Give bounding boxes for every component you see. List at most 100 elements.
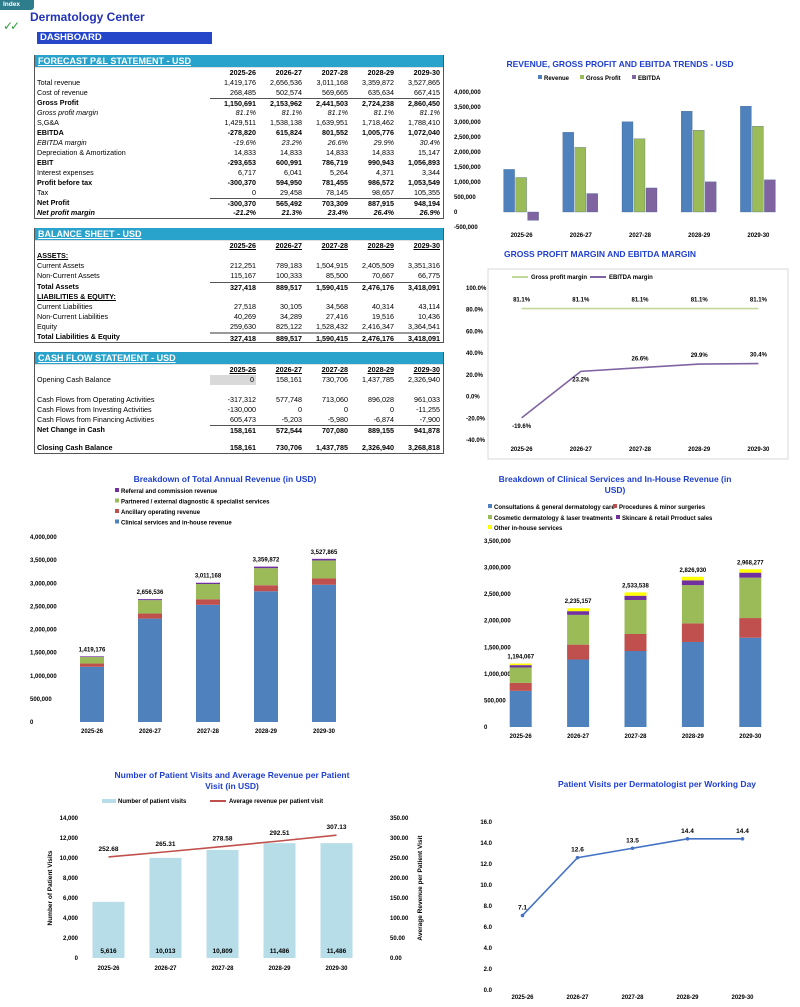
cell-value: 1,429,511 <box>224 118 256 127</box>
plot-border <box>487 268 789 460</box>
total-label: 1,419,176 <box>79 647 106 653</box>
legend-label: Revenue <box>544 76 570 82</box>
y-right-tick-label: 50.00 <box>390 936 406 942</box>
clinical-revenue-breakdown-chart: Breakdown of Clinical Services and In-Ho… <box>484 474 764 740</box>
cell-value: 0 <box>210 375 256 385</box>
row-label: EBITDA <box>37 128 64 137</box>
x-tick-label: 2027-28 <box>211 966 234 972</box>
cell-value: 78,145 <box>326 188 348 197</box>
cell-value: 786,719 <box>322 158 348 167</box>
table-row: Gross Profit 1,150,691 2,153,962 2,441,503 2… <box>35 98 443 108</box>
row-label: Tax <box>37 188 49 197</box>
cell-value <box>348 292 394 302</box>
bar-segment <box>739 572 762 578</box>
data-label: 81.1% <box>750 298 768 304</box>
y-right-tick-label: 300.00 <box>390 836 409 842</box>
y-left-tick-label: 14,000 <box>60 816 79 822</box>
x-tick-label: 2027-28 <box>197 729 220 735</box>
x-tick-label: 2029-30 <box>747 233 770 239</box>
bar-segment <box>312 560 336 579</box>
bar-segment <box>509 663 532 666</box>
total-label: 3,527,865 <box>311 550 338 556</box>
cell-value: 713,060 <box>322 395 348 404</box>
cell-value: 81.1% <box>281 108 302 117</box>
cell-value: -130,000 <box>227 405 256 414</box>
cell-value: -278,820 <box>227 128 256 137</box>
x-tick-label: 2027-28 <box>624 734 647 740</box>
table-row: Non-Current Liabilities 40,269 34,289 27,41… <box>35 312 443 322</box>
table-row: Cash Flows from Financing Activities 605,… <box>35 415 443 425</box>
bar-segment <box>567 644 590 660</box>
year-header-row: 2025-26 2026-27 2027-28 2028-29 2029-30 <box>35 241 443 251</box>
row-label: Closing Cash Balance <box>37 443 113 452</box>
bar-revenue <box>503 169 515 213</box>
cell-value: 40,269 <box>234 312 256 321</box>
y-tick-label: 1,500,000 <box>454 165 481 171</box>
bar-segment <box>681 623 704 642</box>
y-tick-label: 80.0% <box>466 308 484 314</box>
data-point <box>630 846 635 851</box>
bar-segment <box>196 582 220 585</box>
table-row: Total Liabilities & Equity 327,418 889,517… <box>35 332 443 344</box>
y-right-tick-label: 150.00 <box>390 896 409 902</box>
data-label: 12.6 <box>571 847 584 854</box>
table-row: Depreciation & Amortization 14,833 14,833 1… <box>35 148 443 158</box>
cell-value: 1,528,432 <box>316 322 348 331</box>
cell-value: 986,572 <box>368 178 394 187</box>
cell-value: 3,351,316 <box>408 261 440 270</box>
x-tick-label: 2025-26 <box>511 995 534 1001</box>
bar-segment <box>739 618 762 638</box>
y-tick-label: 14.0 <box>480 841 492 847</box>
cell-value: 115,167 <box>230 271 256 280</box>
y-tick-label: 500,000 <box>484 698 506 704</box>
cell-value: 594,950 <box>276 178 302 187</box>
row-label: Net profit margin <box>37 208 95 217</box>
legend-label: Skincare & retail Prroduct sales <box>622 516 713 522</box>
legend-label: Gross profit margin <box>531 275 587 281</box>
row-label: Profit before tax <box>37 178 93 187</box>
total-label: 2,533,538 <box>622 583 649 589</box>
bar-segment <box>681 576 704 581</box>
line-average-revenue <box>108 834 337 858</box>
bar-segment <box>509 690 532 727</box>
cell-value: 4,371 <box>376 168 394 177</box>
cell-value: 2,153,962 <box>256 98 302 109</box>
total-label: 2,826,930 <box>680 568 707 574</box>
bar-segment <box>739 637 762 727</box>
cell-value: 707,080 <box>302 425 348 436</box>
total-label: 2,968,277 <box>737 560 764 566</box>
chart-title: Breakdown of Clinical Services and In-Ho… <box>499 474 732 484</box>
cell-value: 1,590,415 <box>302 332 348 344</box>
legend-label: Ancillary operating revenue <box>121 510 201 516</box>
bar-revenue <box>621 121 634 213</box>
table-row: Profit before tax -300,370 594,950 781,455 9… <box>35 178 443 188</box>
bar-segment <box>196 584 220 600</box>
cell-value: 1,419,176 <box>224 78 256 87</box>
cell-value: 703,309 <box>302 198 348 209</box>
cell-value: 825,122 <box>276 322 302 331</box>
cell-value: 1,538,138 <box>270 118 302 127</box>
cell-value <box>394 292 440 302</box>
year-header: 2026-27 <box>275 365 302 374</box>
row-label: Total Liabilities & Equity <box>37 332 120 341</box>
row-label: Opening Cash Balance <box>37 375 111 384</box>
row-label: Cash Flows from Financing Activities <box>37 415 155 424</box>
index-tab[interactable]: Index <box>0 0 34 10</box>
bar-patient-visits <box>149 857 182 958</box>
cell-value: 26.6% <box>327 138 348 147</box>
y-tick-label: 12.0 <box>480 862 492 868</box>
y-tick-label: 2,500,000 <box>30 604 57 610</box>
cell-value: 2,405,509 <box>362 261 394 270</box>
row-label: Cash Flows from Investing Activities <box>37 405 152 414</box>
bar-segment <box>739 569 762 573</box>
x-tick-label: 2025-26 <box>510 734 533 740</box>
cell-value: 2,476,176 <box>348 332 394 344</box>
cell-value: -300,370 <box>210 198 256 209</box>
y-tick-label: 2,500,000 <box>454 135 481 141</box>
cell-value: 2,416,347 <box>362 322 394 331</box>
legend-label: Average revenue per patient visit <box>229 799 323 805</box>
x-tick-label: 2029-30 <box>739 734 762 740</box>
table-row: EBITDA -278,820 615,824 801,552 1,005,776 1,0… <box>35 128 443 138</box>
y-left-tick-label: 2,000 <box>63 936 79 942</box>
row-label: Gross profit margin <box>37 108 99 117</box>
